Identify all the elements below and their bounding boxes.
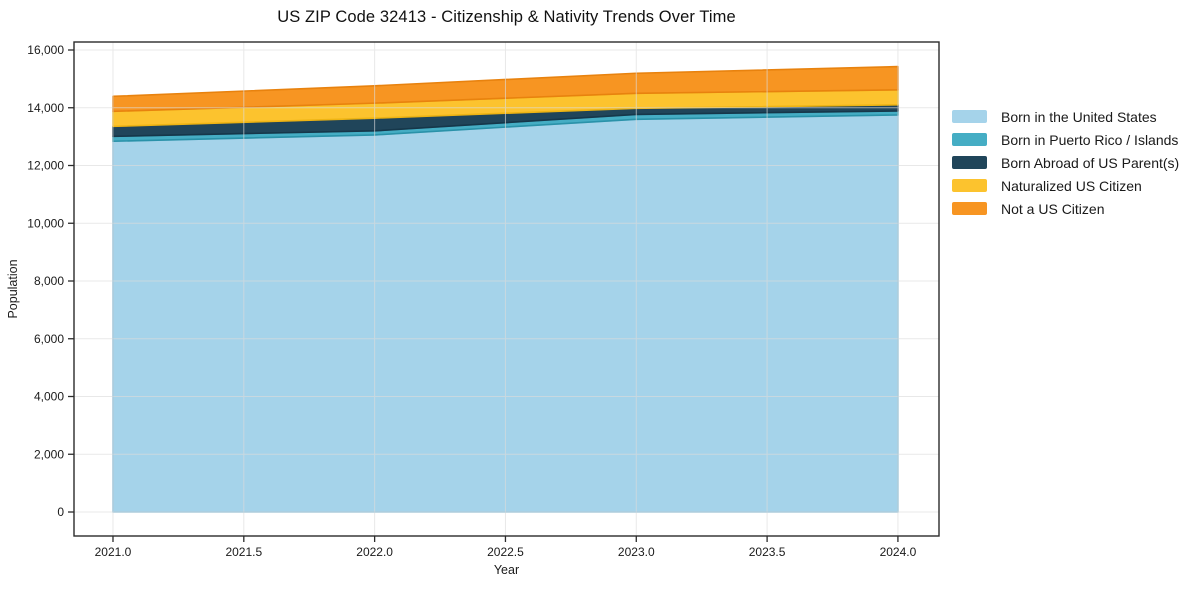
y-tick-label: 6,000 (34, 332, 64, 346)
x-tick-label: 2021.0 (95, 545, 132, 559)
legend-swatch-icon (952, 156, 987, 169)
legend-swatch-icon (952, 110, 987, 123)
x-tick-label: 2022.5 (487, 545, 524, 559)
y-tick-label: 16,000 (27, 43, 64, 57)
legend-label: Born in the United States (1001, 108, 1157, 125)
x-tick-label: 2023.0 (618, 545, 655, 559)
y-tick-label: 10,000 (27, 216, 64, 230)
y-tick-label: 2,000 (34, 447, 64, 461)
legend-label: Born Abroad of US Parent(s) (1001, 154, 1180, 171)
legend-item-4: Not a US Citizen (952, 197, 1179, 220)
y-tick-label: 12,000 (27, 159, 64, 173)
legend-swatch-icon (952, 133, 987, 146)
axes-box (73, 41, 940, 537)
chart-title: US ZIP Code 32413 - Citizenship & Nativi… (277, 8, 736, 26)
x-tick-label: 2024.0 (880, 545, 917, 559)
chart-legend: Born in the United States Born in Puerto … (952, 105, 1179, 220)
y-tick-label: 0 (57, 505, 64, 519)
x-axis-label: Year (493, 563, 520, 577)
legend-item-2: Born Abroad of US Parent(s) (952, 151, 1179, 174)
y-tick-label: 8,000 (34, 274, 64, 288)
legend-swatch-icon (952, 179, 987, 192)
legend-item-0: Born in the United States (952, 105, 1179, 128)
x-tick-label: 2021.5 (225, 545, 262, 559)
legend-item-3: Naturalized US Citizen (952, 174, 1179, 197)
axis-layer: 0 2,000 4,000 6,000 8,000 10,000 12,000 14,000 1… (27, 43, 916, 559)
y-tick-label: 4,000 (34, 390, 64, 404)
x-tick-label: 2023.5 (749, 545, 786, 559)
legend-item-1: Born in Puerto Rico / Islands (952, 128, 1179, 151)
legend-label: Born in Puerto Rico / Islands (1001, 131, 1179, 148)
legend-label: Naturalized US Citizen (1001, 177, 1142, 194)
legend-label: Not a US Citizen (1001, 200, 1105, 217)
y-tick-label: 14,000 (27, 101, 64, 115)
legend-swatch-icon (952, 202, 987, 215)
x-tick-label: 2022.0 (356, 545, 393, 559)
grid-layer (74, 42, 939, 536)
